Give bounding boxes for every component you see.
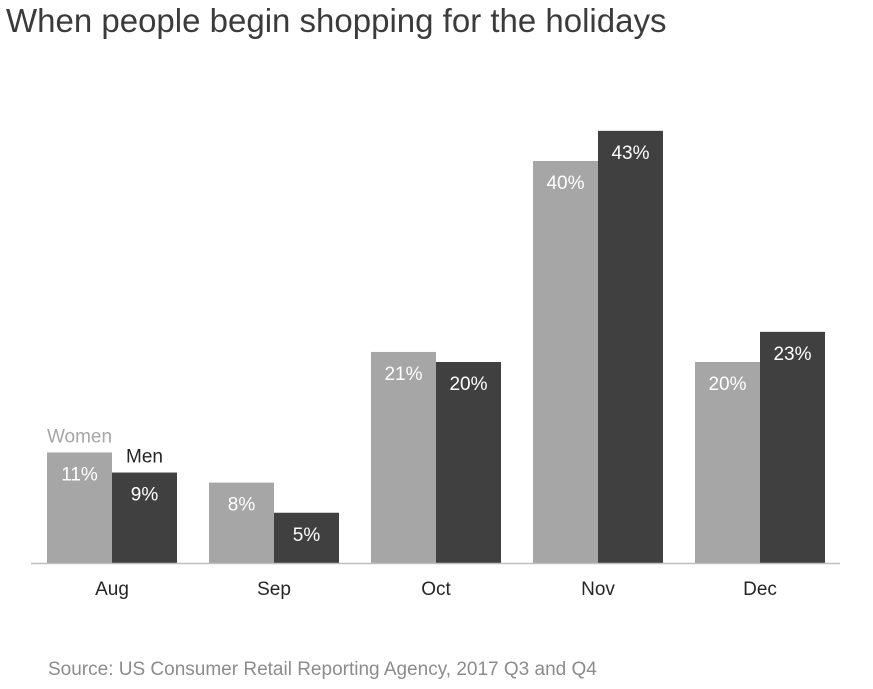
- category-label-nov: Nov: [581, 579, 615, 600]
- legend-men: Men: [126, 447, 163, 468]
- bar-women-sep: [209, 482, 274, 563]
- legend-group: Women Men: [47, 426, 163, 467]
- bar-men-sep: [274, 512, 339, 563]
- data-label-men-sep: 5%: [293, 525, 321, 546]
- category-label-sep: Sep: [257, 579, 291, 600]
- legend-women: Women: [47, 426, 112, 447]
- data-label-men-dec: 23%: [773, 344, 811, 365]
- source-note: Source: US Consumer Retail Reporting Age…: [48, 659, 597, 680]
- chart-title: When people begin shopping for the holid…: [6, 2, 667, 39]
- data-label-men-aug: 9%: [131, 485, 159, 506]
- bar-women-aug: [47, 452, 112, 563]
- data-label-women-aug: 11%: [61, 464, 98, 485]
- bar-women-oct: [371, 351, 436, 563]
- category-label-oct: Oct: [421, 579, 451, 600]
- data-label-women-oct: 21%: [384, 364, 422, 385]
- category-label-aug: Aug: [95, 579, 129, 600]
- data-label-men-nov: 43%: [611, 143, 649, 164]
- bars-group: [47, 130, 825, 563]
- data-label-women-nov: 40%: [546, 173, 584, 194]
- bar-women-nov: [533, 161, 598, 563]
- bar-men-dec: [760, 331, 825, 563]
- category-labels-group: Aug Sep Oct Nov Dec: [95, 579, 777, 600]
- bar-women-dec: [695, 362, 760, 563]
- category-label-dec: Dec: [743, 579, 777, 600]
- bar-men-aug: [112, 472, 177, 563]
- bar-men-nov: [598, 130, 663, 563]
- bar-men-oct: [436, 362, 501, 563]
- data-labels-group: 11% 9% 8% 5% 21% 20% 40% 43% 20% 23%: [61, 143, 811, 546]
- data-label-women-dec: 20%: [708, 374, 746, 395]
- data-label-women-sep: 8%: [228, 495, 256, 516]
- data-label-men-oct: 20%: [449, 374, 487, 395]
